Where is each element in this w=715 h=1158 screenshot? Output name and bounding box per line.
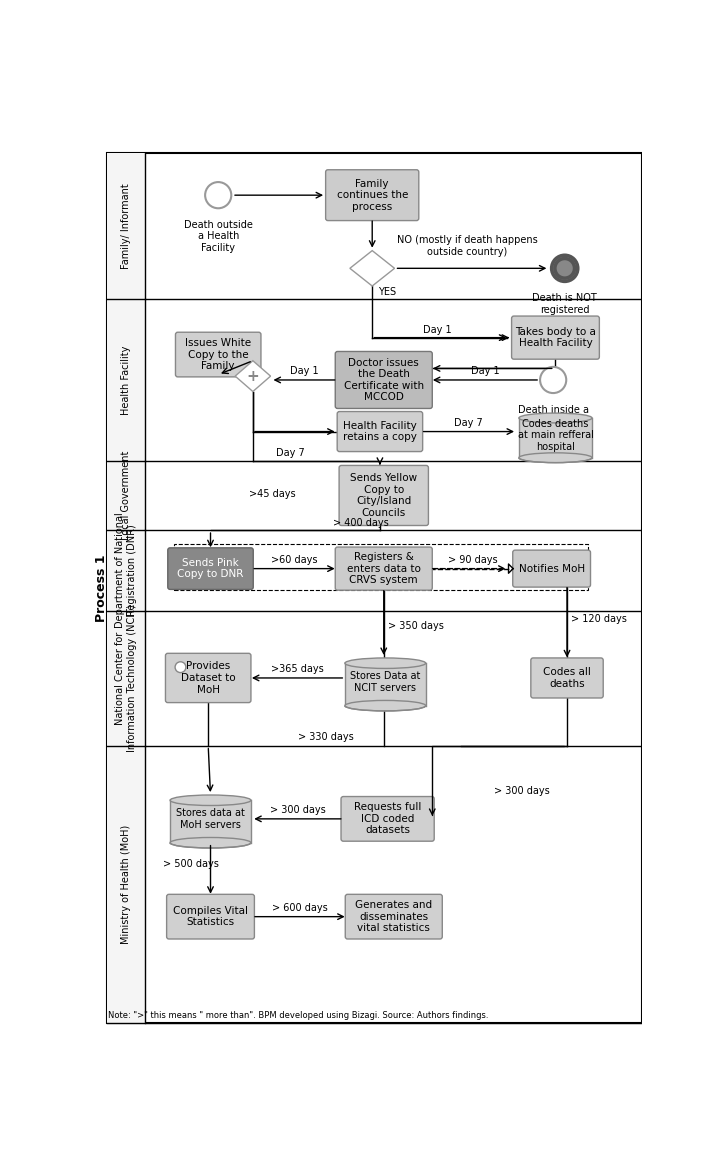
Polygon shape (350, 250, 395, 286)
Ellipse shape (345, 658, 425, 668)
Text: Stores data at
MoH servers: Stores data at MoH servers (176, 808, 245, 829)
Text: Registers &
enters data to
CRVS system: Registers & enters data to CRVS system (347, 552, 420, 585)
Text: Day 7: Day 7 (454, 418, 483, 427)
Bar (107, 153, 145, 299)
FancyBboxPatch shape (512, 316, 599, 359)
Circle shape (555, 258, 575, 278)
Text: Local Government: Local Government (121, 450, 131, 540)
Circle shape (205, 182, 232, 208)
FancyBboxPatch shape (167, 894, 255, 939)
Text: Health Facility: Health Facility (121, 345, 131, 415)
Text: >365 days: >365 days (271, 664, 324, 674)
Text: National Center for
Information Technology (NCIT): National Center for Information Technolo… (115, 604, 137, 753)
Text: > 400 days: > 400 days (332, 518, 388, 528)
Text: Requests full
ICD coded
datasets: Requests full ICD coded datasets (354, 802, 421, 835)
Bar (107, 611, 145, 746)
Text: +: + (247, 368, 260, 383)
Ellipse shape (170, 837, 251, 848)
Text: Codes all
deaths: Codes all deaths (543, 667, 591, 689)
FancyBboxPatch shape (168, 548, 253, 589)
Text: Note: ">" this means " more than". BPM developed using Bizagi. Source: Authors f: Note: ">" this means " more than". BPM d… (108, 1011, 488, 1020)
Ellipse shape (170, 837, 251, 848)
Ellipse shape (345, 701, 425, 711)
FancyBboxPatch shape (339, 466, 428, 526)
Polygon shape (235, 361, 270, 391)
Ellipse shape (345, 701, 425, 711)
Text: Day 1: Day 1 (290, 366, 319, 376)
Text: > 350 days: > 350 days (388, 622, 443, 631)
Bar (345, 664, 425, 705)
Circle shape (175, 661, 186, 673)
FancyBboxPatch shape (513, 550, 591, 587)
Text: Generates and
disseminates
vital statistics: Generates and disseminates vital statist… (355, 900, 433, 933)
Bar (107, 299, 145, 461)
Text: Family
continues the
process: Family continues the process (337, 178, 408, 212)
Bar (107, 461, 145, 530)
FancyBboxPatch shape (531, 658, 603, 698)
Text: NO (mostly if death happens
outside country): NO (mostly if death happens outside coun… (397, 235, 538, 257)
Text: Ministry of Health (MoH): Ministry of Health (MoH) (121, 824, 131, 944)
Bar (107, 530, 145, 611)
Text: > 500 days: > 500 days (163, 859, 220, 868)
Text: Health Facility
retains a copy: Health Facility retains a copy (343, 420, 417, 442)
Text: > 120 days: > 120 days (571, 614, 627, 624)
Circle shape (540, 367, 566, 393)
Text: > 90 days: > 90 days (448, 555, 497, 565)
Ellipse shape (170, 796, 251, 806)
FancyBboxPatch shape (341, 797, 434, 841)
Text: Stores Data at
NCIT servers: Stores Data at NCIT servers (350, 670, 420, 692)
Text: Doctor issues
the Death
Certificate with
MCCOD: Doctor issues the Death Certificate with… (344, 358, 424, 402)
Text: > 330 days: > 330 days (298, 732, 354, 742)
Bar (170, 800, 251, 843)
Text: Day 1: Day 1 (423, 324, 452, 335)
Text: > 300 days: > 300 days (495, 786, 551, 796)
Text: YES: YES (378, 287, 397, 296)
Ellipse shape (519, 413, 592, 423)
Text: Department of National
Registration (DNR): Department of National Registration (DNR… (115, 513, 137, 629)
Text: Notifies MoH: Notifies MoH (518, 564, 585, 573)
FancyBboxPatch shape (337, 411, 423, 452)
Text: Codes deaths
at main refferal
hospital: Codes deaths at main refferal hospital (518, 419, 593, 452)
Text: Family/ Informant: Family/ Informant (121, 183, 131, 269)
Text: Death outside
a Health
Facility: Death outside a Health Facility (184, 220, 252, 252)
Text: Compiles Vital
Statistics: Compiles Vital Statistics (173, 906, 248, 928)
Text: >60 days: >60 days (271, 555, 317, 565)
Text: Day 7: Day 7 (276, 448, 305, 457)
Bar (107, 746, 145, 1023)
FancyBboxPatch shape (175, 332, 261, 376)
Text: > 300 days: > 300 days (270, 805, 325, 815)
Text: Death is NOT
registered: Death is NOT registered (533, 293, 597, 315)
Text: Death inside a
Health Facility: Death inside a Health Facility (518, 405, 588, 427)
Circle shape (552, 255, 578, 281)
Ellipse shape (519, 453, 592, 463)
FancyBboxPatch shape (345, 894, 443, 939)
FancyBboxPatch shape (325, 170, 419, 220)
Text: Provides
Dataset to
MoH: Provides Dataset to MoH (181, 661, 235, 695)
Text: Day 1: Day 1 (471, 366, 500, 376)
Text: Issues White
Copy to the
Family: Issues White Copy to the Family (185, 338, 251, 372)
Text: Sends Pink
Copy to DNR: Sends Pink Copy to DNR (177, 558, 244, 579)
FancyBboxPatch shape (335, 547, 433, 591)
Bar (519, 418, 592, 457)
Text: > 600 days: > 600 days (272, 903, 327, 913)
Ellipse shape (519, 453, 592, 463)
Text: Sends Yellow
Copy to
City/Island
Councils: Sends Yellow Copy to City/Island Council… (350, 474, 418, 518)
FancyBboxPatch shape (165, 653, 251, 703)
Text: Process 1: Process 1 (94, 555, 108, 622)
Text: >45 days: >45 days (249, 489, 295, 499)
FancyBboxPatch shape (335, 352, 433, 409)
Text: Takes body to a
Health Facility: Takes body to a Health Facility (515, 327, 596, 349)
